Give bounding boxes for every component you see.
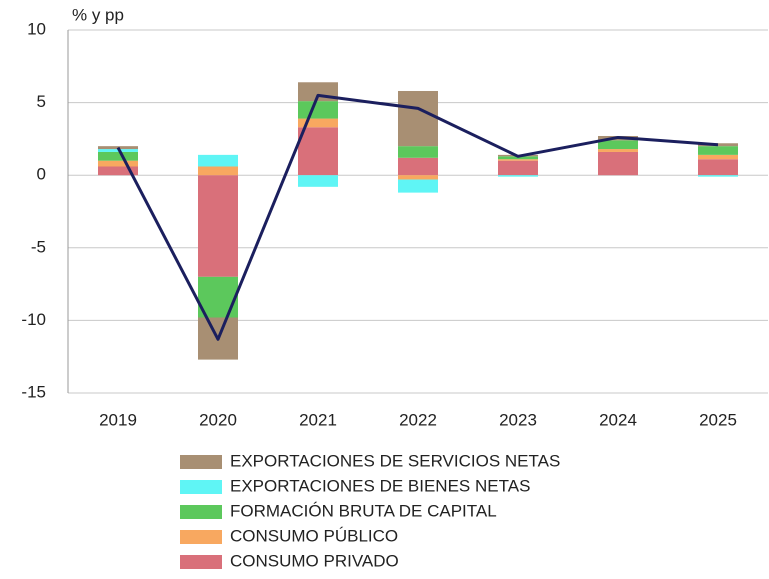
x-tick-label: 2023 [499,410,537,429]
bar-segment [198,166,238,176]
bar-segment [398,146,438,158]
x-tick-label: 2024 [599,410,637,429]
x-tick-label: 2020 [199,410,237,429]
bar-segment [698,146,738,155]
total-line [116,93,719,341]
bar-segment [598,151,638,176]
legend-swatch [180,505,222,519]
bar-segment [298,127,338,176]
bar-segment [598,140,638,150]
y-tick-label: 5 [37,92,46,111]
y-tick-label: -10 [21,310,46,329]
bar-segment [498,175,538,177]
legend-swatch [180,480,222,494]
bar-segment [698,175,738,177]
y-tick-label: 10 [27,19,46,38]
bar-segment [398,90,438,147]
legend-label: CONSUMO PÚBLICO [230,526,398,545]
legend-label: CONSUMO PRIVADO [230,551,399,570]
bar-segment [198,154,238,167]
legend-label: EXPORTACIONES DE BIENES NETAS [230,476,530,495]
legend-label: EXPORTACIONES DE SERVICIOS NETAS [230,451,560,470]
x-tick-label: 2025 [699,410,737,429]
y-tick-label: -5 [31,237,46,256]
bar-segment [398,179,438,193]
legend-swatch [180,555,222,569]
x-tick-label: 2021 [299,410,337,429]
bar-segment [698,159,738,176]
bar-segment [298,175,338,187]
bar-segment [698,143,738,147]
legend-swatch [180,455,222,469]
legend-label: FORMACIÓN BRUTA DE CAPITAL [230,501,497,520]
bar-segment [98,166,138,176]
bar-segment [298,118,338,128]
bar-segment [598,149,638,152]
bar-segment [398,175,438,180]
bar-segment [498,160,538,176]
bar-segment [198,175,238,277]
x-tick-label: 2022 [399,410,437,429]
bar-segment [98,151,138,161]
y-tick-label: -15 [21,382,46,401]
x-tick-label: 2019 [99,410,137,429]
bar-segment [698,154,738,160]
y-tick-label: 0 [37,165,46,184]
legend-swatch [180,530,222,544]
bar-segment [498,159,538,161]
bar-segment [98,160,138,167]
bar-segment [398,157,438,176]
y-axis-label: % y pp [72,5,124,24]
bar-segment [298,101,338,119]
